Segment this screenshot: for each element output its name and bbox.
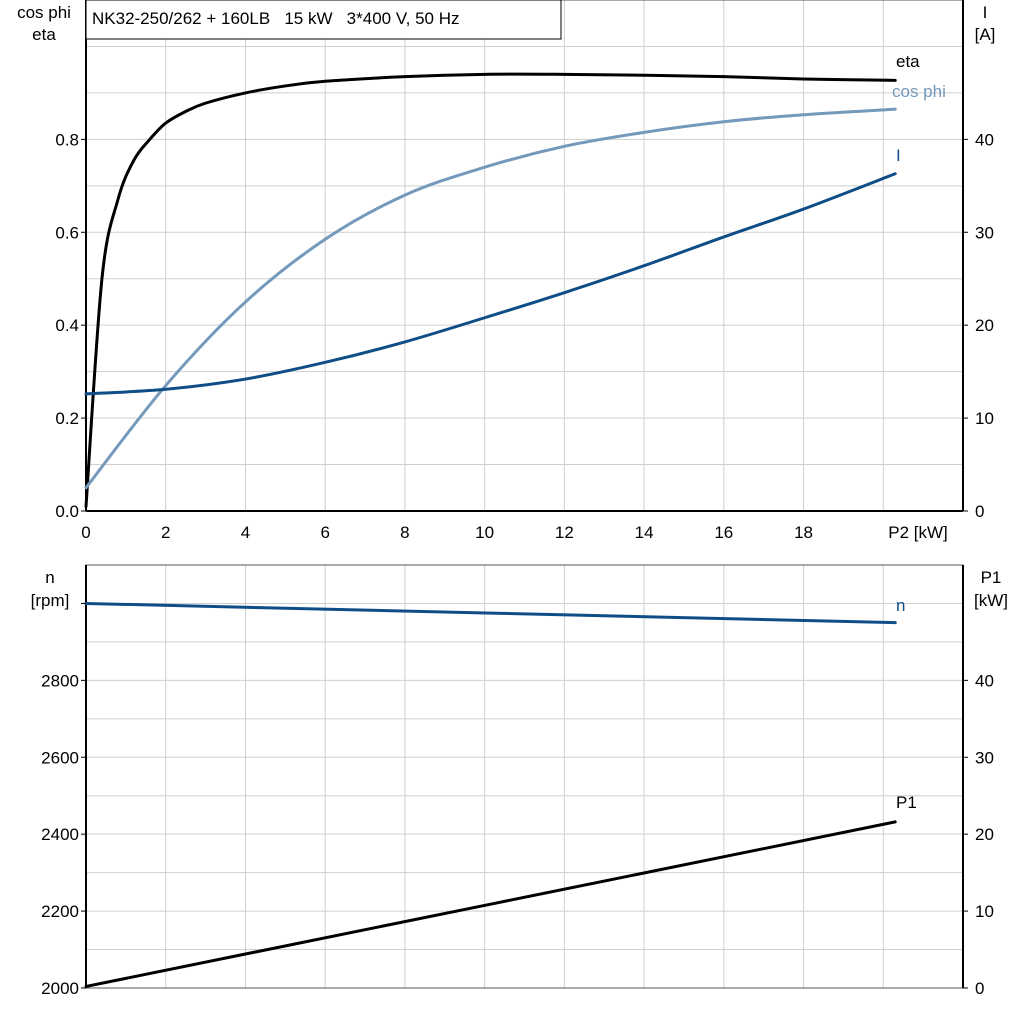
y-tick-label-left: 2400 [41, 825, 79, 844]
y-label-eta: eta [32, 25, 56, 44]
y-tick-label-left: 0.4 [55, 316, 79, 335]
y-tick-label-left: 2800 [41, 671, 79, 690]
y-tick-label-right: 10 [975, 409, 994, 428]
x-tick-label: 6 [320, 523, 329, 542]
plot-frame [85, 0, 964, 512]
series-line-eta [84, 72, 897, 508]
y-label-p1: P1 [981, 568, 1002, 587]
x-tick-label: 2 [161, 523, 170, 542]
x-tick-label: 8 [400, 523, 409, 542]
y-tick-label-right: 30 [975, 223, 994, 242]
x-tick-label: 18 [794, 523, 813, 542]
plot-frame [85, 564, 964, 989]
x-tick-label: 16 [714, 523, 733, 542]
y-tick-label-right: 20 [975, 825, 994, 844]
y-tick-label-right: 0 [975, 979, 984, 998]
series-line-n [84, 601, 897, 625]
series-line-i [84, 172, 897, 396]
y-label-cos-phi: cos phi [17, 3, 71, 22]
y-tick-label-right: 20 [975, 316, 994, 335]
x-tick-label: 12 [555, 523, 574, 542]
y-tick-label-right: 30 [975, 748, 994, 767]
y-tick-label-right: 40 [975, 130, 994, 149]
top-grid [85, 0, 964, 512]
y-tick-label-left: 0.6 [55, 223, 79, 242]
y-tick-label-left: 2200 [41, 902, 79, 921]
tick-labels: 0.0 0.2 0.4 0.6 0.8 0 10 20 30 40 0 2 4 6 8 10 12 14 16 18 2… [41, 130, 994, 998]
y-label-current: I [983, 3, 988, 22]
y-tick-label-left: 0.0 [55, 502, 79, 521]
x-axis-label: P2 [kW] [888, 523, 948, 542]
series-label-p1: P1 [896, 793, 917, 812]
x-tick-label: 4 [241, 523, 250, 542]
y-label-current-unit: [A] [975, 25, 996, 44]
y-tick-label-left: 2600 [41, 748, 79, 767]
bottom-grid [85, 564, 964, 989]
series-line-p1 [84, 820, 897, 988]
y-label-p1-unit: [kW] [974, 591, 1008, 610]
x-tick-label: 10 [475, 523, 494, 542]
y-tick-label-right: 10 [975, 902, 994, 921]
series-label-eta: eta [896, 52, 920, 71]
series-label-i: I [896, 146, 901, 165]
series-label-n: n [896, 596, 905, 615]
series-line-cos-phi [84, 107, 897, 490]
x-tick-label: 0 [81, 523, 90, 542]
x-tick-label: 14 [635, 523, 654, 542]
y-label-n-unit: [rpm] [31, 591, 70, 610]
y-tick-label-left: 2000 [41, 979, 79, 998]
y-label-n: n [45, 568, 54, 587]
y-tick-label-left: 0.8 [55, 130, 79, 149]
series-label-cos-phi: cos phi [892, 82, 946, 101]
series-lines [84, 72, 897, 988]
chart-title: NK32-250/262 + 160LB 15 kW 3*400 V, 50 H… [92, 9, 459, 28]
y-tick-label-left: 0.2 [55, 409, 79, 428]
y-tick-label-right: 40 [975, 671, 994, 690]
y-tick-label-right: 0 [975, 502, 984, 521]
title-box [85, 0, 562, 40]
